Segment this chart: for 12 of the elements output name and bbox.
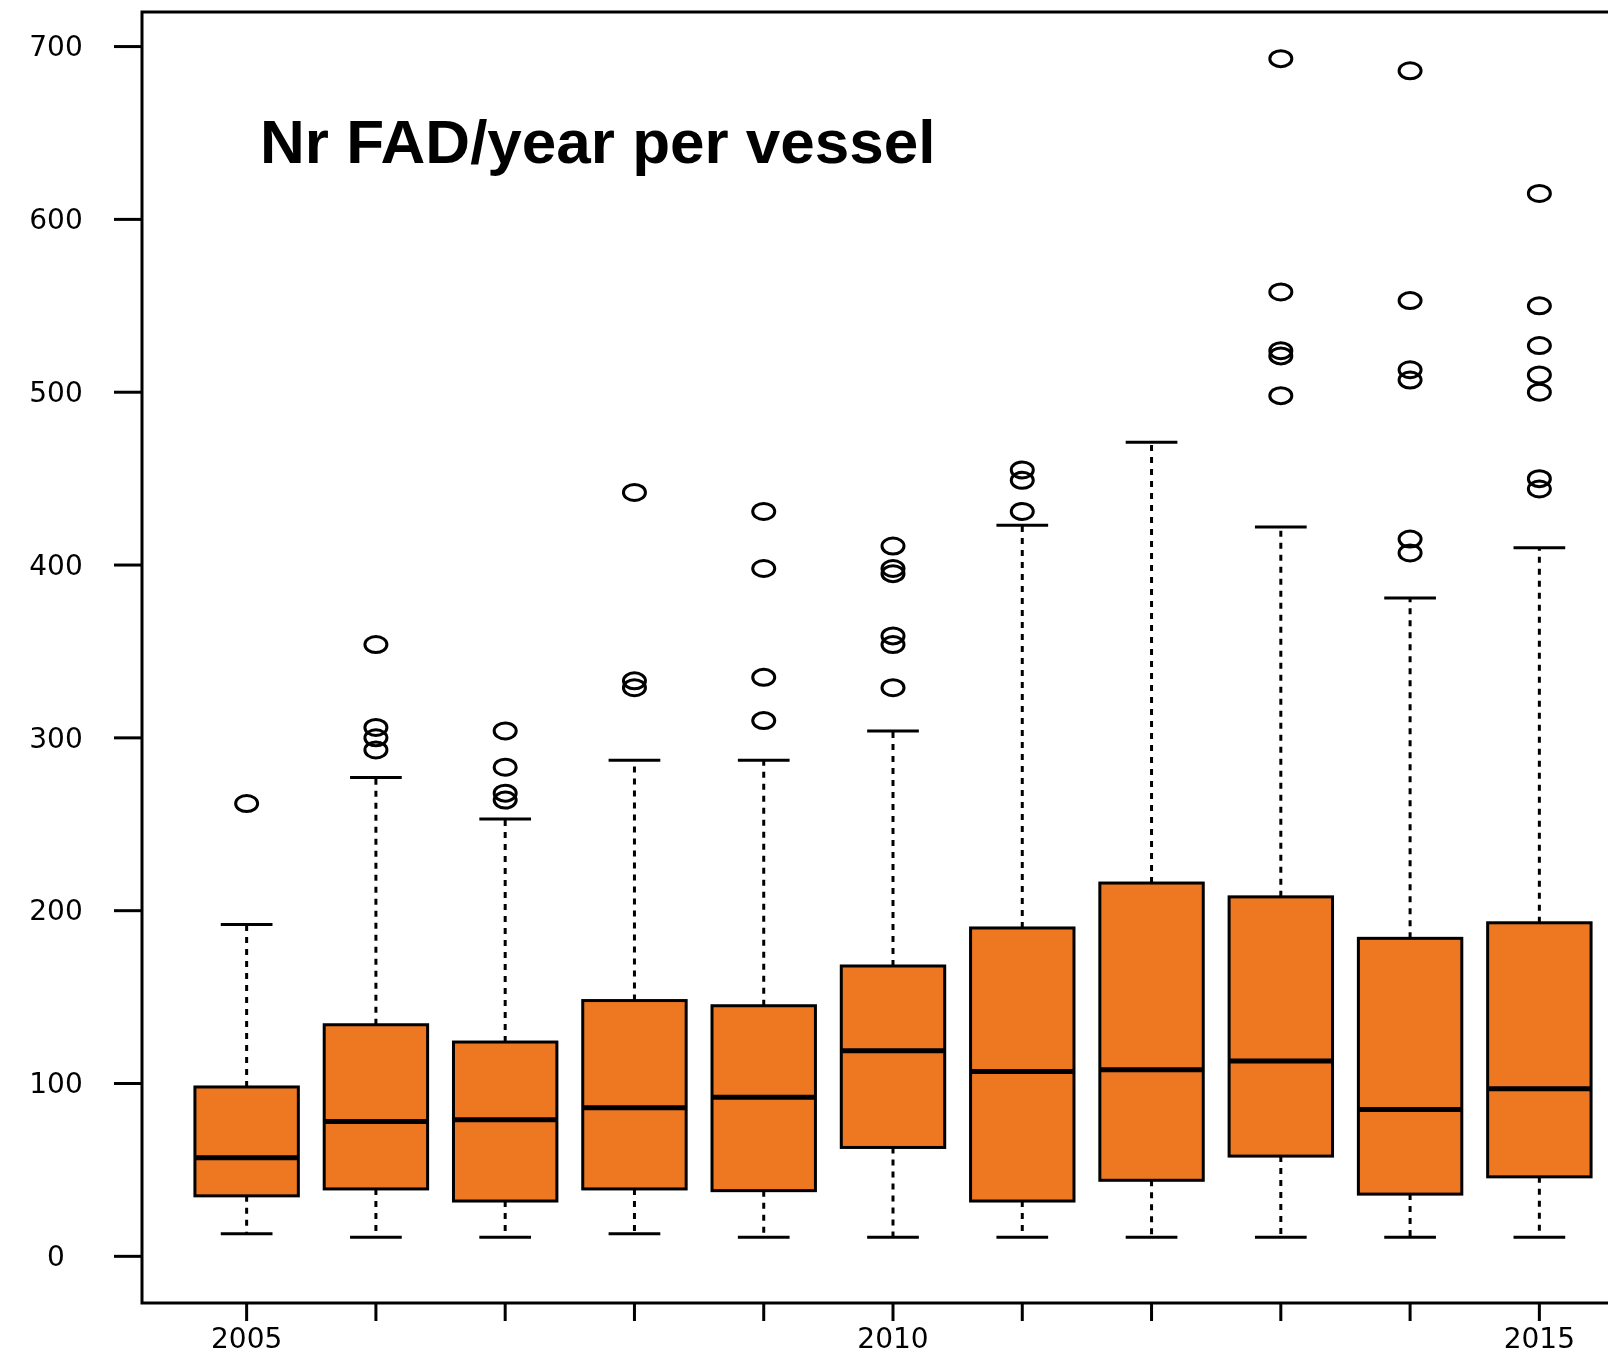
y-tick-label: 200: [29, 894, 83, 928]
x-tick-label: 2005: [211, 1322, 283, 1355]
x-tick-label: 2015: [1503, 1322, 1575, 1355]
y-tick-label: 300: [29, 721, 83, 755]
x-tick-label: 2010: [857, 1322, 929, 1355]
y-tick-label: 500: [29, 376, 83, 410]
y-tick-label: 400: [29, 548, 83, 582]
y-tick-label: 0: [47, 1240, 65, 1274]
y-tick-label: 100: [29, 1067, 83, 1101]
y-tick-label: 700: [29, 30, 83, 64]
y-tick-label: 600: [29, 203, 83, 237]
text: Nr FAD/year per vessel: [260, 107, 936, 176]
